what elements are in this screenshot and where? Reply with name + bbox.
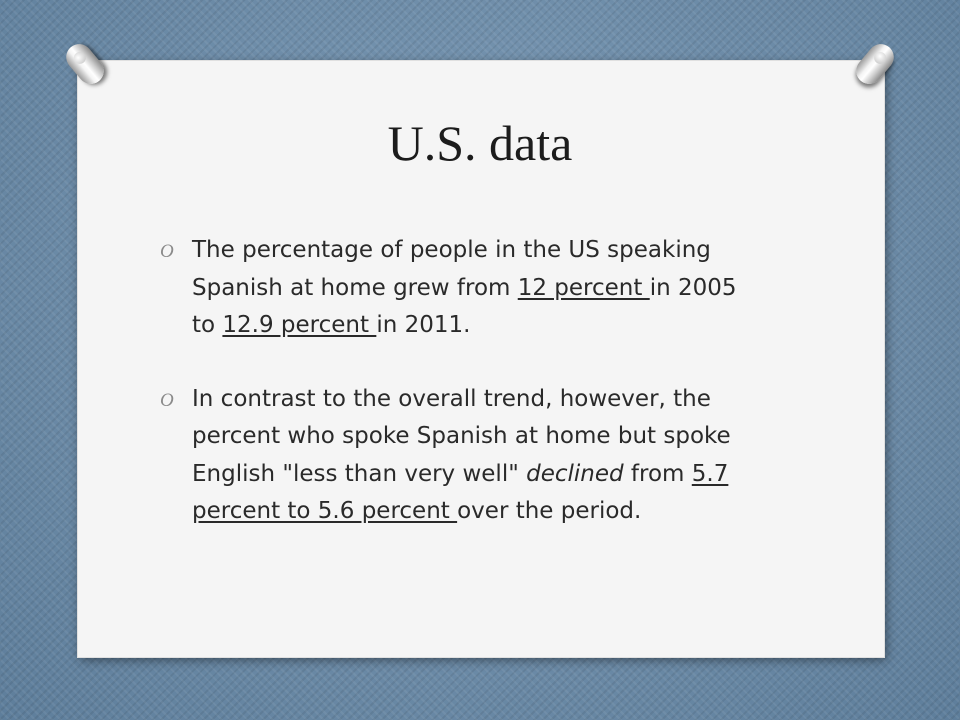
text-segment: over the period. [457, 498, 642, 524]
text-segment-italic: declined [526, 460, 624, 487]
bullet-item: O In contrast to the overall trend, howe… [160, 381, 760, 531]
slide-card [78, 61, 884, 657]
bullet-text: The percentage of people in the US speak… [192, 237, 737, 338]
bullet-item: O The percentage of people in the US spe… [160, 232, 760, 345]
text-segment: The percentage of people in the US speak… [192, 237, 711, 301]
text-segment: In contrast to the overall trend, howeve… [192, 385, 731, 487]
text-segment-underlined: 12 percent [517, 274, 650, 301]
bullet-marker-icon: O [160, 389, 174, 411]
text-segment-underlined: 5.7 percent to 5.6 percent [192, 460, 729, 525]
bullet-marker-icon: O [160, 241, 174, 262]
text-segment: in 2005 to [192, 274, 737, 339]
text-segment: from [623, 460, 692, 487]
text-segment-underlined: 12.9 percent [222, 312, 377, 338]
text-segment: in 2011. [376, 312, 471, 338]
bullet-list: O The percentage of people in the US spe… [160, 232, 760, 567]
bullet-text: In contrast to the overall trend, howeve… [192, 386, 731, 525]
slide-title: U.S. data [387, 115, 573, 171]
